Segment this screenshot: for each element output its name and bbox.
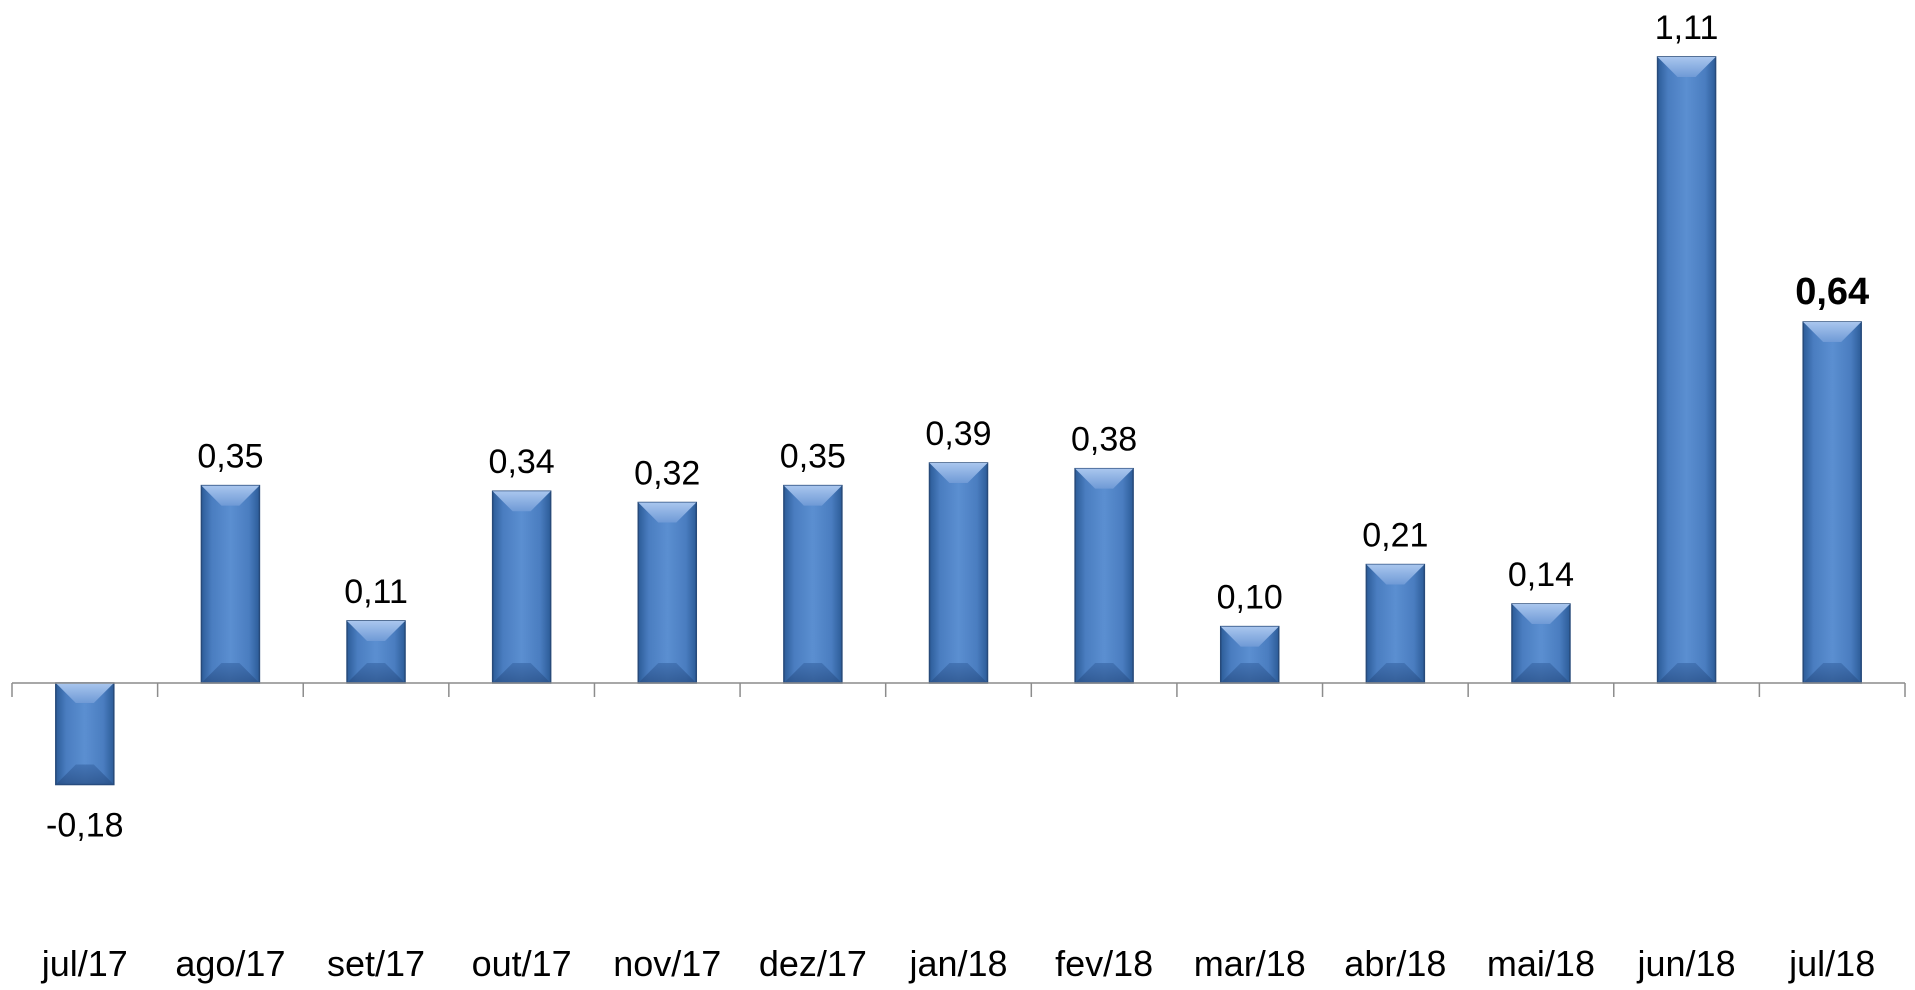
category-label: out/17 xyxy=(472,943,572,984)
data-label: 0,14 xyxy=(1508,556,1574,594)
bar-mai-18 xyxy=(1511,603,1571,684)
category-label: abr/18 xyxy=(1344,943,1446,984)
category-labels-layer: jul/17 ago/17 set/17 out/17 nov/17 dez/17 jan/… xyxy=(41,943,1875,984)
data-label: 0,10 xyxy=(1217,579,1283,617)
data-label: 0,34 xyxy=(489,443,555,481)
bar-body xyxy=(1074,467,1134,684)
bar-bevel-top xyxy=(929,463,988,484)
data-labels-layer: -0,18 0,35 0,11 0,34 0,32 0,35 0,39 0,38 0,10 0,2… xyxy=(46,9,1869,845)
bar-fev-18 xyxy=(1074,467,1134,684)
bar-bevel-bottom xyxy=(1220,663,1279,683)
bar-out-17 xyxy=(491,490,552,684)
bar-body xyxy=(783,484,843,684)
bar-body xyxy=(200,484,261,684)
data-label: 0,64 xyxy=(1795,271,1869,313)
bar-dez-17 xyxy=(783,484,843,684)
bar-ago-17 xyxy=(200,484,261,684)
bars-layer xyxy=(55,56,1862,786)
category-label: dez/17 xyxy=(759,943,867,984)
bar-bevel-bottom xyxy=(347,663,406,683)
category-label: jun/18 xyxy=(1637,943,1736,984)
bar-bevel-top xyxy=(347,620,406,641)
bar-body xyxy=(637,501,698,684)
bar-bevel-bottom xyxy=(638,663,697,683)
bar-bevel-top xyxy=(492,491,551,512)
category-label: jan/18 xyxy=(908,943,1007,984)
data-label: 0,38 xyxy=(1071,421,1137,459)
bar-bevel-top xyxy=(55,683,114,703)
bar-bevel-top xyxy=(783,485,842,506)
bar-bevel-top xyxy=(1803,322,1862,343)
bar-abr-18 xyxy=(1365,563,1426,684)
data-label: 0,39 xyxy=(925,415,991,453)
category-label: nov/17 xyxy=(613,943,721,984)
bar-body xyxy=(928,462,989,684)
bar-bevel-bottom xyxy=(1511,663,1570,683)
bar-body xyxy=(1802,321,1862,684)
category-label: jul/17 xyxy=(41,943,128,984)
bar-bevel-bottom xyxy=(201,663,260,683)
bar-body xyxy=(491,490,552,684)
bar-jan-18 xyxy=(928,462,989,684)
category-label: jul/18 xyxy=(1788,943,1875,984)
bar-bevel-bottom xyxy=(55,764,114,785)
bar-jul-18 xyxy=(1802,321,1862,684)
bar-set-17 xyxy=(346,620,406,684)
bar-jun-18 xyxy=(1656,56,1717,684)
category-label: mai/18 xyxy=(1487,943,1595,984)
bar-bevel-bottom xyxy=(1803,663,1862,683)
data-label: 1,11 xyxy=(1655,9,1719,47)
bar-bevel-top xyxy=(201,485,260,506)
bar-body xyxy=(1656,56,1717,684)
bar-bevel-bottom xyxy=(492,663,551,683)
data-label: 0,21 xyxy=(1362,517,1428,555)
category-label: ago/17 xyxy=(175,943,285,984)
data-label: -0,18 xyxy=(46,807,124,845)
bar-bevel-top xyxy=(1075,468,1134,489)
bar-bevel-bottom xyxy=(1657,663,1716,683)
bar-bevel-top xyxy=(638,502,697,523)
bar-nov-17 xyxy=(637,501,698,684)
bar-jul-17 xyxy=(55,682,115,786)
bar-bevel-bottom xyxy=(929,663,988,683)
category-label: set/17 xyxy=(327,943,425,984)
data-label: 0,35 xyxy=(780,438,846,476)
bar-bevel-top xyxy=(1511,604,1570,625)
bar-bevel-bottom xyxy=(1366,663,1425,683)
bar-bevel-bottom xyxy=(783,663,842,683)
bar-mar-18 xyxy=(1219,625,1280,684)
category-label: fev/18 xyxy=(1055,943,1153,984)
data-label: 0,32 xyxy=(634,455,700,493)
category-label: mar/18 xyxy=(1194,943,1306,984)
bar-bevel-top xyxy=(1366,564,1425,585)
bar-bevel-bottom xyxy=(1075,663,1134,683)
bar-bevel-top xyxy=(1657,56,1716,77)
data-label: 0,35 xyxy=(197,438,263,476)
x-axis xyxy=(11,682,1906,697)
data-label: 0,11 xyxy=(344,573,408,611)
bar-bevel-top xyxy=(1220,626,1279,647)
